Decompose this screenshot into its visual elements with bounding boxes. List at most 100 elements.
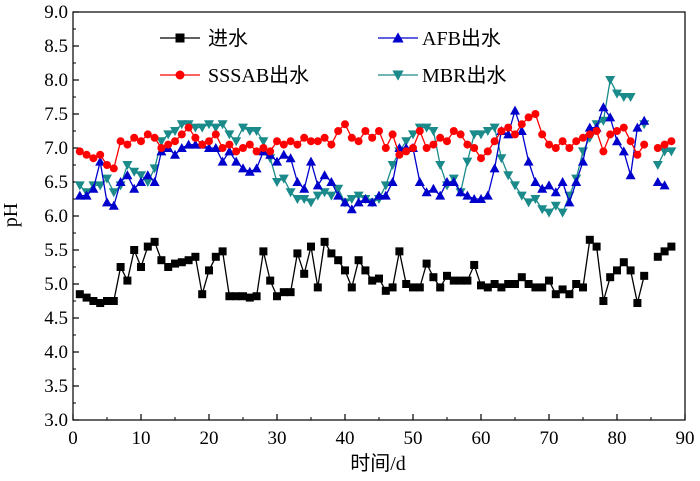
data-point	[557, 177, 568, 186]
data-point	[435, 190, 446, 200]
data-point	[102, 174, 112, 184]
data-point	[164, 140, 173, 149]
data-point	[606, 273, 615, 282]
data-point	[340, 197, 350, 207]
data-point	[415, 283, 424, 292]
data-point	[592, 242, 601, 251]
data-point	[442, 177, 452, 186]
data-point	[136, 177, 146, 186]
data-point	[626, 137, 635, 146]
data-point	[374, 190, 384, 200]
data-point	[443, 137, 451, 146]
series-2	[75, 110, 676, 173]
data-point	[653, 252, 662, 261]
data-point	[252, 292, 261, 301]
data-point	[402, 280, 411, 288]
data-point	[354, 137, 363, 146]
data-point	[218, 247, 227, 256]
data-point	[653, 144, 662, 152]
data-point	[210, 143, 221, 152]
data-point	[171, 137, 179, 146]
data-point	[428, 127, 439, 136]
data-point	[456, 276, 465, 285]
data-point	[632, 122, 643, 132]
data-point	[633, 299, 642, 308]
data-point	[157, 144, 166, 152]
data-point	[550, 201, 561, 211]
data-point	[122, 161, 133, 170]
data-point	[449, 276, 458, 285]
data-point	[333, 190, 344, 200]
data-point	[544, 180, 554, 190]
data-point	[421, 187, 432, 197]
data-point	[266, 147, 275, 156]
data-point	[75, 147, 84, 156]
data-point	[204, 120, 214, 130]
data-point	[327, 140, 336, 149]
data-point	[557, 208, 568, 218]
chart-legend: 进水 AFB出水 SSSAB出水 MBR出水	[160, 27, 506, 87]
data-point	[477, 154, 485, 163]
data-point	[204, 143, 214, 152]
data-point	[211, 252, 220, 261]
data-point	[538, 283, 547, 292]
data-point	[292, 177, 303, 186]
data-point	[652, 177, 663, 186]
legend-label: 进水	[208, 27, 248, 50]
data-point	[163, 130, 174, 140]
data-point	[516, 191, 527, 201]
data-point	[388, 283, 397, 292]
data-point	[463, 276, 472, 285]
data-point	[605, 76, 616, 85]
data-point	[584, 122, 595, 132]
data-point	[585, 235, 594, 244]
data-point	[421, 123, 432, 133]
data-point	[129, 167, 140, 177]
data-point	[565, 290, 574, 299]
data-point	[319, 170, 330, 180]
data-point	[612, 136, 622, 146]
data-point	[286, 288, 295, 297]
y-tick-label: 3.5	[44, 376, 68, 397]
data-point	[278, 174, 289, 184]
data-point	[171, 259, 179, 268]
data-point	[346, 195, 357, 204]
data-point	[469, 194, 480, 203]
data-point	[572, 137, 581, 146]
data-point	[326, 177, 337, 186]
data-point	[598, 102, 609, 112]
legend-item-1: AFB出水	[378, 27, 501, 50]
data-point	[142, 178, 153, 187]
data-point	[462, 157, 473, 167]
data-point	[95, 181, 106, 191]
data-point	[443, 271, 451, 280]
data-point	[456, 130, 465, 139]
data-point	[598, 116, 609, 126]
data-point	[198, 290, 207, 299]
data-point	[530, 177, 541, 186]
data-point	[299, 183, 310, 193]
data-point	[511, 280, 519, 288]
data-point	[300, 133, 309, 142]
data-point	[375, 127, 383, 135]
data-point	[558, 285, 567, 294]
data-point	[122, 170, 133, 180]
data-point	[511, 130, 519, 139]
data-point	[164, 263, 173, 271]
data-point	[116, 263, 125, 271]
data-point	[524, 280, 533, 288]
data-point	[489, 123, 500, 133]
data-point	[103, 161, 111, 169]
data-point	[409, 283, 417, 292]
data-point	[123, 140, 132, 149]
data-point	[599, 147, 608, 156]
data-point	[579, 133, 587, 142]
data-point	[157, 256, 166, 265]
data-point	[259, 247, 268, 256]
legend-label: AFB出水	[422, 27, 501, 50]
data-point	[517, 120, 526, 129]
data-point	[639, 115, 650, 125]
data-point	[613, 266, 621, 275]
data-point	[82, 150, 91, 159]
